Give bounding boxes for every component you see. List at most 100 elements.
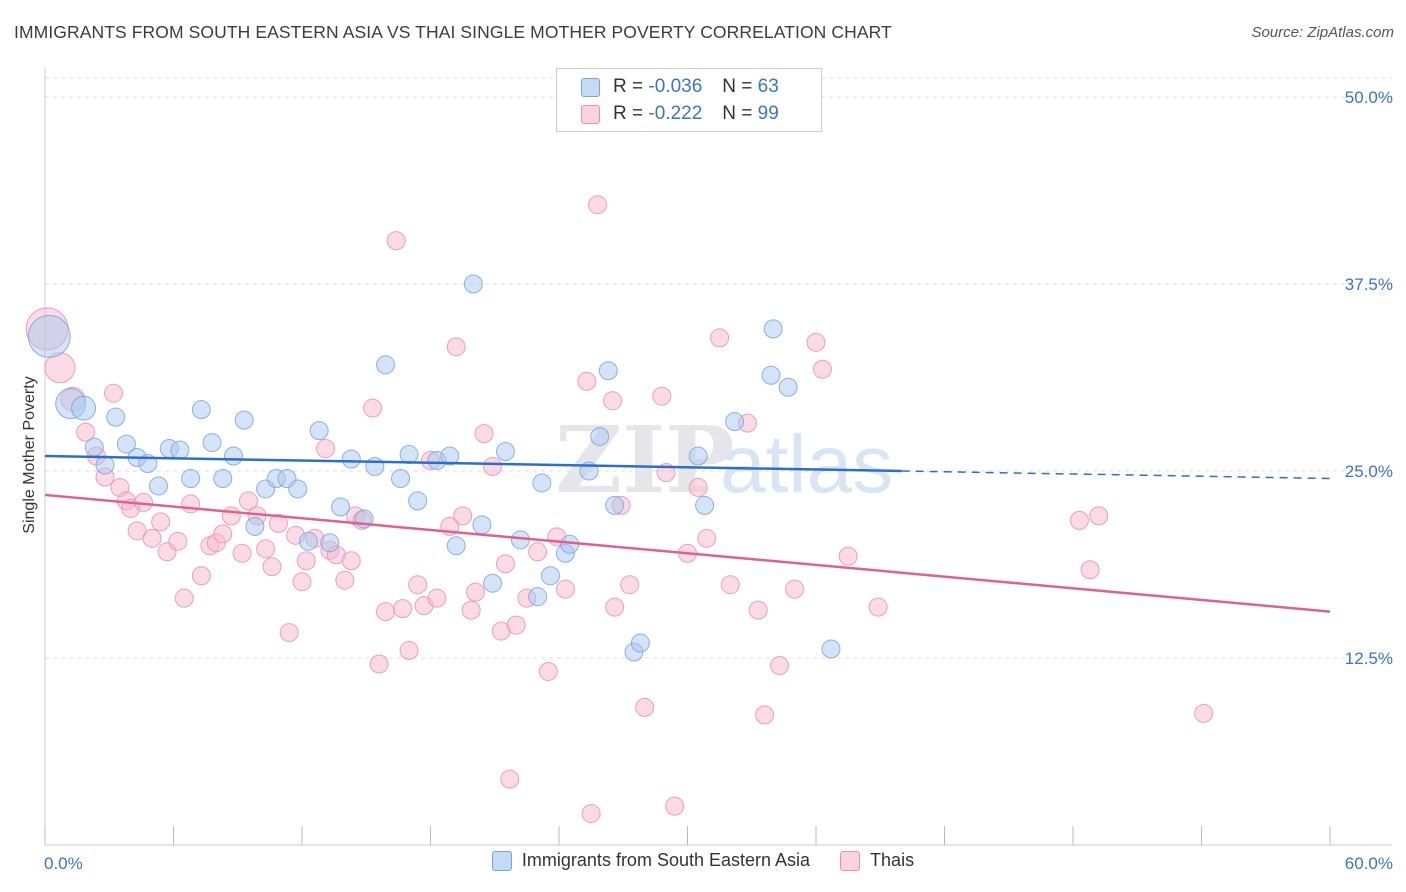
data-point <box>181 468 201 488</box>
data-point <box>763 319 783 339</box>
data-point <box>213 524 233 544</box>
data-point <box>331 497 351 517</box>
data-point <box>341 551 361 571</box>
data-point <box>812 359 832 379</box>
legend-blue-swatch <box>491 850 512 871</box>
data-point <box>620 575 640 595</box>
data-point <box>202 433 222 453</box>
data-point <box>538 661 558 681</box>
data-point <box>316 439 336 459</box>
y-tick-label: 12.5% <box>1345 649 1393 668</box>
data-point <box>191 566 211 586</box>
y-tick-label: 37.5% <box>1345 275 1393 294</box>
stats-pink-r-label: R = <box>613 103 644 124</box>
data-point <box>106 407 126 427</box>
data-point <box>363 398 383 418</box>
data-point <box>365 457 385 477</box>
data-point <box>369 654 389 674</box>
data-point <box>213 468 233 488</box>
data-point <box>245 516 265 536</box>
data-point <box>440 446 460 466</box>
data-point <box>149 476 169 496</box>
data-point <box>256 539 276 559</box>
data-point <box>170 440 190 460</box>
legend-item-pink[interactable]: Thais <box>840 850 914 871</box>
data-point <box>710 328 730 348</box>
x-tick-label-max: 60.0% <box>1345 854 1393 873</box>
data-point <box>391 468 411 488</box>
data-point <box>630 633 650 653</box>
data-point <box>376 355 396 375</box>
stats-blue-n-label: N = <box>722 76 753 97</box>
data-point <box>446 536 466 556</box>
stats-blue-swatch <box>581 77 600 97</box>
data-point <box>1069 510 1089 530</box>
y-tick-label: 25.0% <box>1345 462 1393 481</box>
data-point <box>500 769 520 789</box>
data-point <box>104 383 124 403</box>
data-point <box>399 641 419 661</box>
data-point <box>191 400 211 420</box>
data-point <box>298 531 318 551</box>
data-point <box>483 573 503 593</box>
legend-pink-label: Thais <box>870 850 915 870</box>
data-point <box>688 477 708 497</box>
stats-box: R = -0.036 N = 63 R = -0.222 N = 99 <box>556 68 822 132</box>
data-point <box>320 533 340 553</box>
data-point <box>181 494 201 514</box>
data-point <box>581 804 601 824</box>
data-point <box>695 495 715 515</box>
data-point <box>605 597 625 617</box>
data-point <box>720 575 740 595</box>
watermark-atlas: atlas <box>720 419 893 510</box>
data-point <box>748 600 768 620</box>
data-point <box>386 231 406 251</box>
data-point <box>393 599 413 619</box>
data-point <box>465 582 485 602</box>
data-point <box>168 531 188 551</box>
trend-line-pink <box>44 493 1331 613</box>
data-point <box>555 579 575 599</box>
data-point <box>288 479 308 499</box>
data-point <box>127 521 147 541</box>
tick-labels: 12.5% 25.0% 37.5% 50.0% 0.0% 60.0% <box>44 88 1393 873</box>
data-point <box>540 566 560 586</box>
data-point <box>577 371 597 391</box>
data-point <box>590 427 610 447</box>
data-point <box>84 437 104 457</box>
data-point <box>472 515 492 535</box>
data-point <box>142 528 162 548</box>
trend-lines <box>44 454 1331 613</box>
data-point <box>652 386 672 406</box>
data-point <box>463 274 483 294</box>
data-point <box>268 513 288 533</box>
data-point <box>495 554 515 574</box>
gridlines <box>45 77 1392 659</box>
data-point <box>605 495 625 515</box>
data-point <box>446 337 466 357</box>
trend-line-blue-extension <box>901 470 1331 480</box>
chart-title: IMMIGRANTS FROM SOUTH EASTERN ASIA VS TH… <box>14 22 892 42</box>
data-point <box>588 195 608 215</box>
legend-pink-swatch <box>840 850 861 871</box>
legend-item-blue[interactable]: Immigrants from South Eastern Asia <box>491 850 811 871</box>
data-point <box>1194 703 1214 723</box>
stats-row-blue: R = -0.036 N = 63 <box>581 75 779 99</box>
legend-blue-label: Immigrants from South Eastern Asia <box>521 850 811 870</box>
data-point <box>221 506 241 526</box>
data-point <box>483 457 503 477</box>
data-point <box>838 546 858 566</box>
data-point <box>238 491 258 511</box>
stats-pink-r-value: -0.222 <box>648 103 703 124</box>
data-point <box>95 455 115 475</box>
data-point <box>785 579 805 599</box>
data-point <box>461 600 481 620</box>
trend-line-blue <box>44 454 902 473</box>
data-point <box>27 314 71 358</box>
data-point <box>761 365 781 385</box>
data-point <box>506 615 526 635</box>
data-point <box>376 602 396 622</box>
stats-blue-n-value: 63 <box>757 76 779 97</box>
data-point <box>688 446 708 466</box>
